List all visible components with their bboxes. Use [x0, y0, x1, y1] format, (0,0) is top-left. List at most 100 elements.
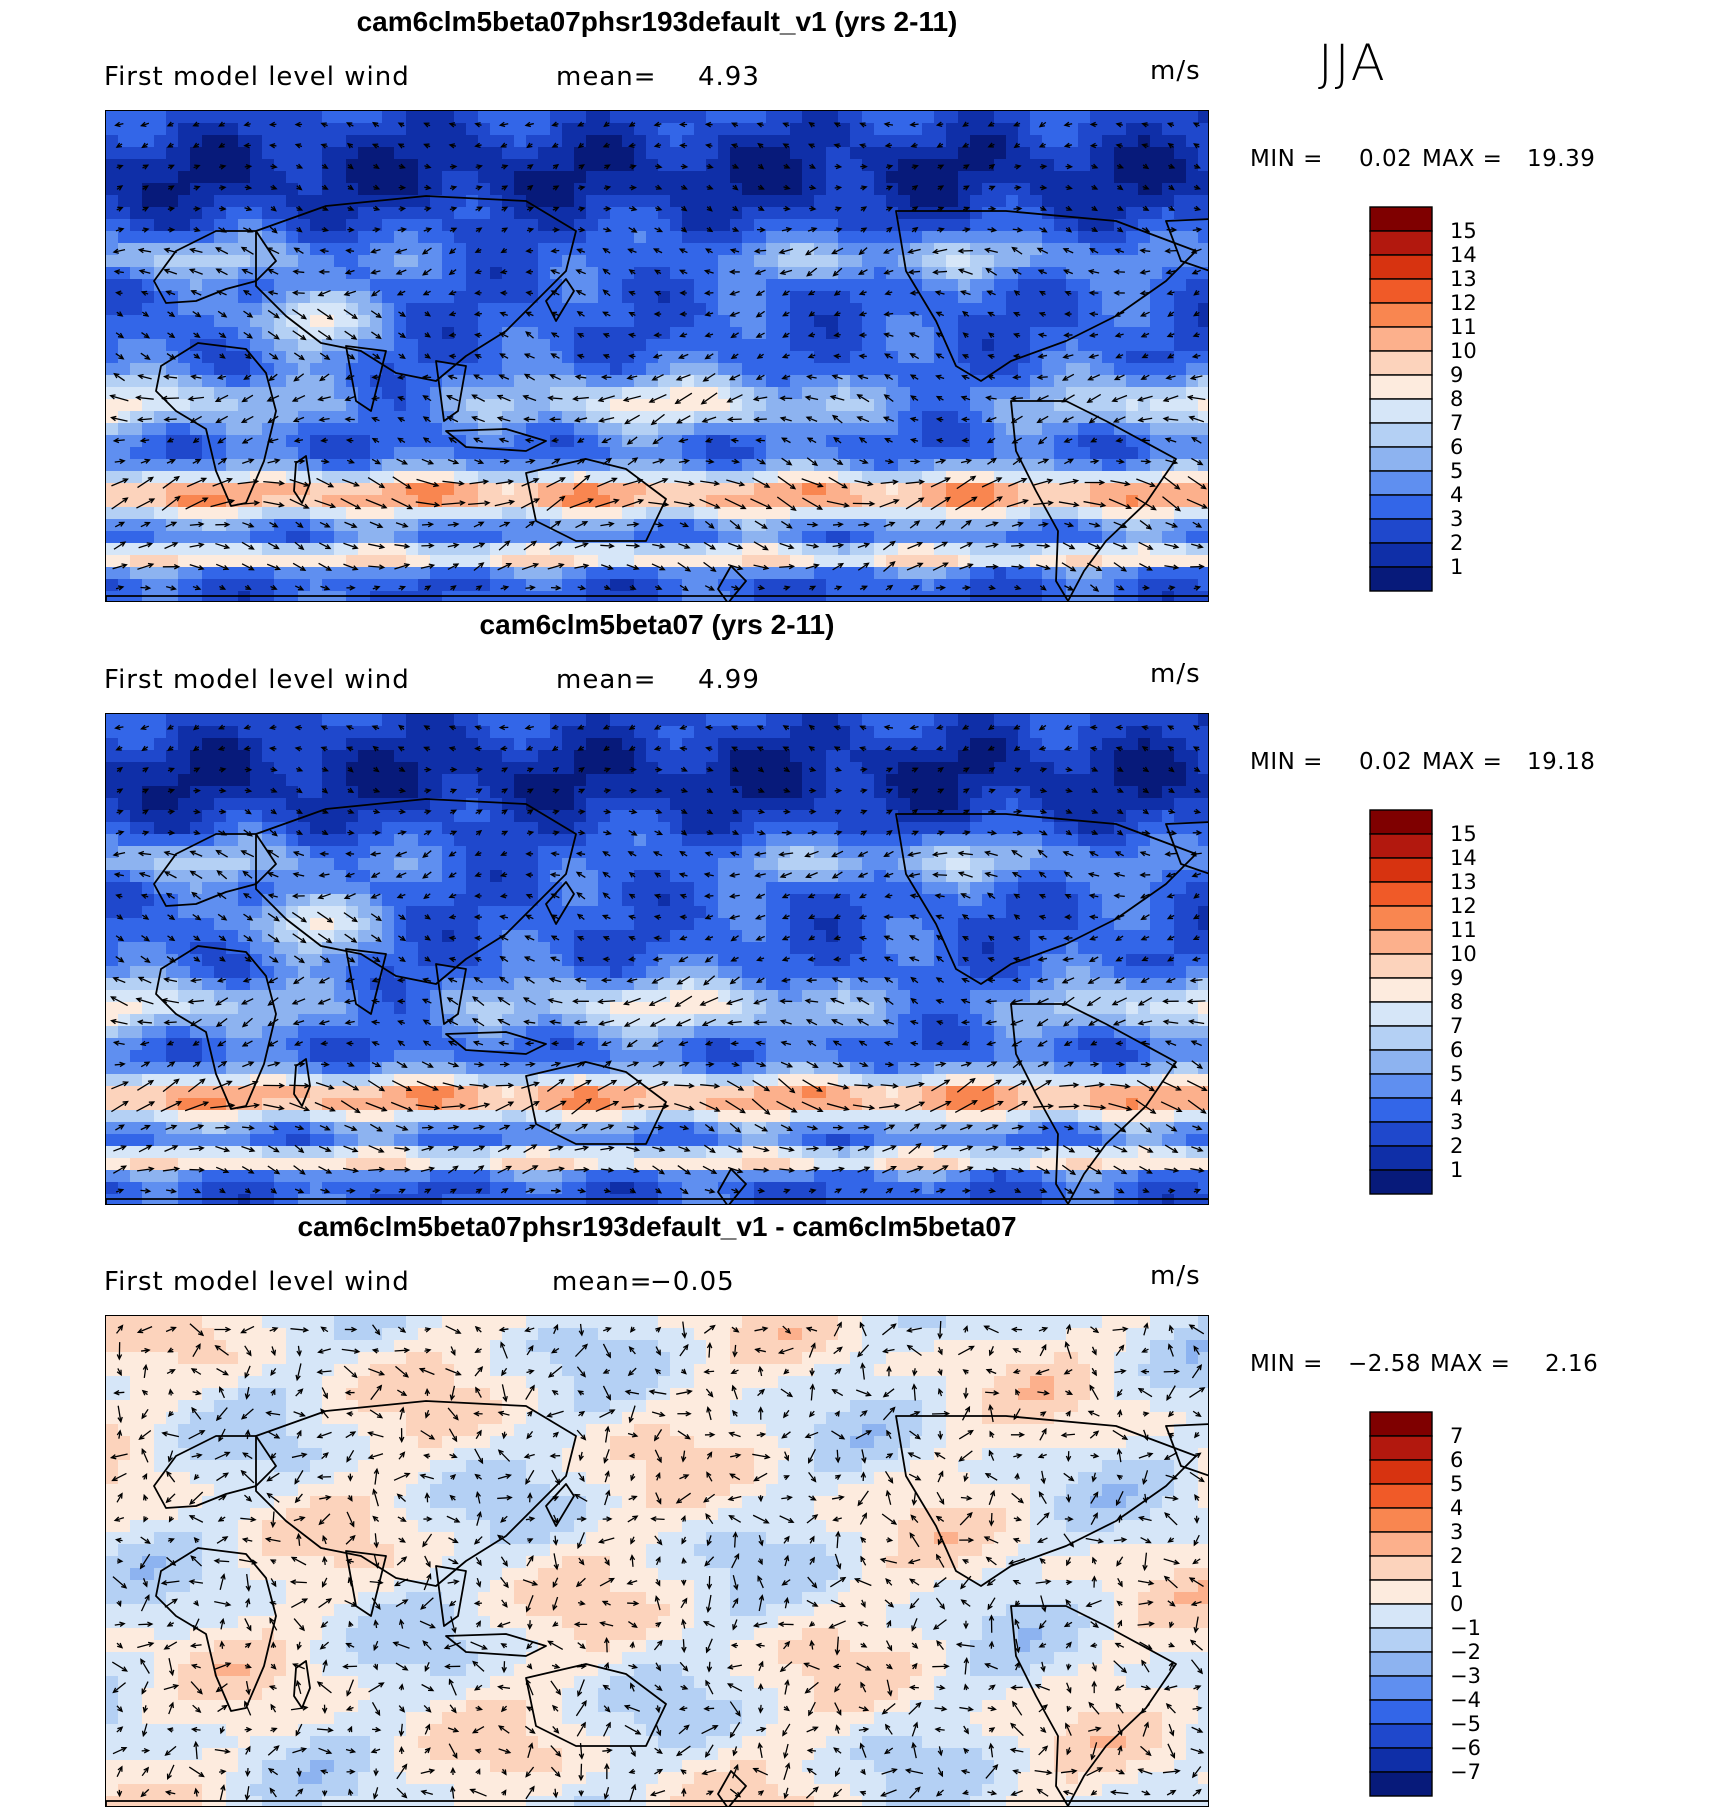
coastline-northamerica [895, 813, 1197, 985]
panel-3-colorbar-swatch-12 [1369, 1699, 1433, 1725]
panel-2-wind-field [106, 714, 1208, 1204]
panel-3-colorbar-label-8: −1 [1450, 1616, 1481, 1640]
panel-3-map [105, 1315, 1209, 1807]
panel-1-colorbar-label-1: 14 [1450, 243, 1477, 267]
coastline-indochina [435, 1565, 467, 1627]
panel-2-title: cam6clm5beta07 (yrs 2-11) [479, 609, 835, 640]
panel-3-colorbar-swatch-14 [1369, 1747, 1433, 1773]
panel-3-wind-field [106, 1316, 1208, 1806]
coastline-southamerica [1010, 1605, 1177, 1806]
panel-2-colorbar-swatch-8 [1369, 1001, 1433, 1027]
panel-3-colorbar-label-6: 1 [1450, 1568, 1463, 1592]
panel-1-colorbar-label-14: 1 [1450, 555, 1463, 579]
panel-2-colorbar-label-11: 4 [1450, 1086, 1463, 1110]
panel-2-colorbar-label-5: 10 [1450, 942, 1477, 966]
coastline-europe [153, 1435, 277, 1509]
panel-3-colorbar-swatch-13 [1369, 1723, 1433, 1749]
panel-3-max-label: MAX = [1430, 1351, 1511, 1377]
panel-2-colorbar-label-13: 2 [1450, 1134, 1463, 1158]
coastline-antarctica [106, 1800, 1208, 1806]
panel-1-colorbar-swatch-9 [1369, 422, 1433, 448]
panel-1-min-value: 0.02 [1359, 146, 1413, 172]
coastline-india [345, 948, 387, 1015]
coastline-europe [153, 833, 277, 907]
panel-1-colorbar-label-10: 5 [1450, 459, 1463, 483]
panel-2-colorbar-swatch-9 [1369, 1025, 1433, 1051]
panel-1-colorbar-swatch-5 [1369, 326, 1433, 352]
panel-2-colorbar-label-0: 15 [1450, 822, 1477, 846]
wind-vectors [110, 724, 1208, 1195]
panel-1-colorbar-label-4: 11 [1450, 315, 1477, 339]
panel-1-colorbar-label-11: 4 [1450, 483, 1463, 507]
panel-1-colorbar-swatch-3 [1369, 278, 1433, 304]
panel-2-colorbar-swatch-4 [1369, 905, 1433, 931]
panel-1-colorbar-label-3: 12 [1450, 291, 1477, 315]
panel-3-colorbar-label-0: 7 [1450, 1424, 1463, 1448]
panel-3-colorbar-label-7: 0 [1450, 1592, 1463, 1616]
panel-2-colorbar-label-10: 5 [1450, 1062, 1463, 1086]
panel-2-colorbar-swatch-1 [1369, 833, 1433, 859]
panel-2-mean-label: mean= [556, 665, 657, 695]
panel-3-colorbar-label-14: −7 [1450, 1760, 1481, 1784]
coastline-southamerica [1010, 1003, 1177, 1204]
coastlines [106, 798, 1208, 1204]
panel-2-colorbar-label-6: 9 [1450, 966, 1463, 990]
panel-1-colorbar-swatch-0 [1369, 206, 1433, 232]
coastlines [106, 195, 1208, 601]
panel-1-colorbar-label-9: 6 [1450, 435, 1463, 459]
panel-2-colorbar-swatch-0 [1369, 809, 1433, 835]
panel-3-title: cam6clm5beta07phsr193default_v1 - cam6cl… [297, 1211, 1017, 1242]
panel-2-colorbar-swatch-2 [1369, 857, 1433, 883]
panel-1-colorbar-swatch-7 [1369, 374, 1433, 400]
coastline-africa [155, 945, 277, 1110]
panel-3-colorbar-swatch-1 [1369, 1435, 1433, 1461]
panel-3-colorbar-swatch-2 [1369, 1459, 1433, 1485]
panel-2-variable: First model level wind [104, 665, 410, 695]
panel-2-colorbar-label-4: 11 [1450, 918, 1477, 942]
coastline-australia [525, 1061, 667, 1145]
panel-2-max-label: MAX = [1422, 749, 1503, 775]
panel-1-colorbar-swatch-10 [1369, 446, 1433, 472]
coastline-india [345, 1550, 387, 1617]
panel-3-colorbar-swatch-0 [1369, 1411, 1433, 1437]
coastline-indochina [435, 963, 467, 1025]
panel-1-colorbar-swatch-12 [1369, 494, 1433, 520]
panel-3-colorbar-swatch-11 [1369, 1675, 1433, 1701]
coastline-newzealand [717, 1168, 747, 1204]
panel-3-colorbar-swatch-5 [1369, 1531, 1433, 1557]
panel-2-colorbar-swatch-15 [1369, 1169, 1433, 1195]
coastline-northamerica [895, 210, 1197, 382]
panel-3-variable: First model level wind [104, 1267, 410, 1297]
panel-3-min-value: −2.58 [1348, 1351, 1421, 1377]
coastline-india [345, 345, 387, 412]
panel-3-min-label: MIN = [1250, 1351, 1323, 1377]
coastline-asia [255, 1400, 577, 1587]
panel-1-colorbar: 15 14 13 12 11 10 9 8 7 6 5 4 3 2 1 [1368, 206, 1498, 592]
panel-1-max-value: 19.39 [1527, 146, 1596, 172]
coastline-indonesia [445, 1031, 547, 1055]
season-label: JJA [1318, 34, 1387, 92]
coastline-antarctica [106, 595, 1208, 601]
coastline-japan [545, 278, 575, 322]
panel-2-colorbar-swatch-11 [1369, 1073, 1433, 1099]
panel-3-colorbar: 7 6 5 4 3 2 1 0 −1 −2 −3 −4 −5 −6 −7 [1368, 1411, 1498, 1797]
panel-1-colorbar-label-12: 3 [1450, 507, 1463, 531]
panel-3-colorbar-swatch-3 [1369, 1483, 1433, 1509]
panel-1-mean-label: mean= [556, 62, 657, 92]
coastline-asia [255, 798, 577, 985]
panel-1-colorbar-swatch-13 [1369, 518, 1433, 544]
panel-2-colorbar-label-9: 6 [1450, 1038, 1463, 1062]
panel-2-colorbar-label-8: 7 [1450, 1014, 1463, 1038]
panel-3-colorbar-label-10: −3 [1450, 1664, 1481, 1688]
panel-1-colorbar-label-2: 13 [1450, 267, 1477, 291]
panel-3-colorbar-label-1: 6 [1450, 1448, 1463, 1472]
panel-1-max-label: MAX = [1422, 146, 1503, 172]
panel-3-colorbar-swatch-4 [1369, 1507, 1433, 1533]
coastline-indonesia [445, 1633, 547, 1657]
panel-1-colorbar-swatch-1 [1369, 230, 1433, 256]
coastline-australia [525, 458, 667, 542]
panel-1-title: cam6clm5beta07phsr193default_v1 (yrs 2-1… [356, 6, 958, 37]
panel-1-wind-field [106, 111, 1208, 601]
panel-2-colorbar-label-14: 1 [1450, 1158, 1463, 1182]
coastline-japan [545, 881, 575, 925]
